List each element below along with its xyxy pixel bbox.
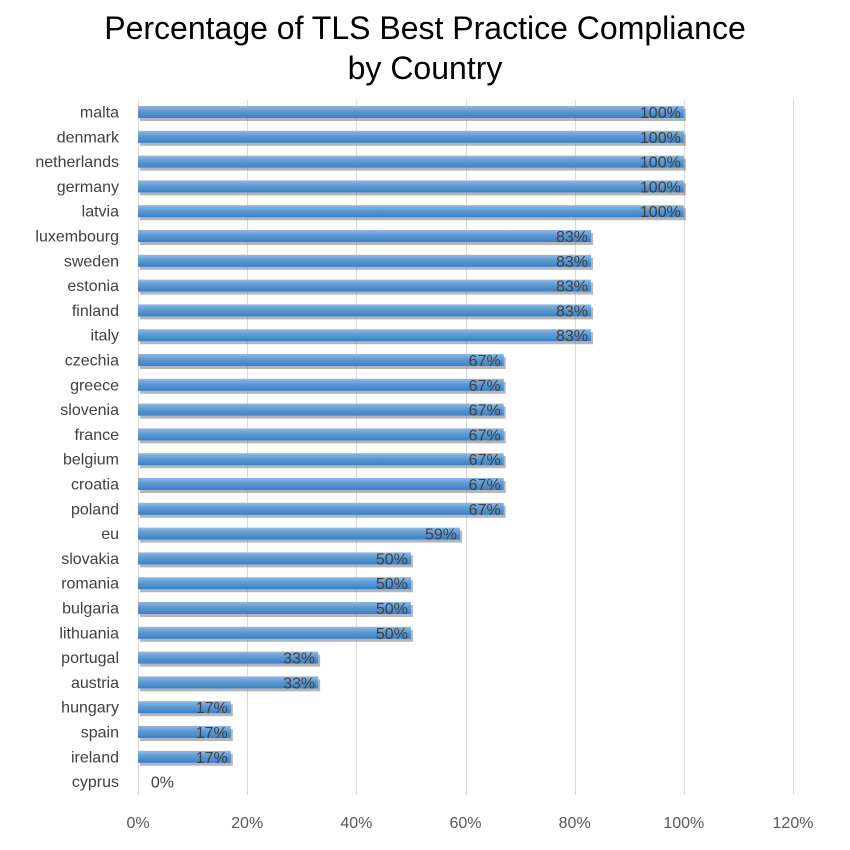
x-tick-label: 120% — [773, 815, 814, 832]
category-label: luxembourg — [35, 229, 119, 246]
bar — [138, 254, 592, 267]
bar — [138, 453, 504, 466]
bar — [138, 676, 319, 689]
bar — [138, 502, 504, 515]
category-label: denmark — [57, 129, 120, 146]
category-label: greece — [70, 377, 119, 394]
bar — [138, 428, 504, 441]
bar — [138, 478, 504, 490]
data-label: 67% — [469, 452, 501, 469]
data-label: 83% — [556, 279, 588, 296]
data-label: 17% — [196, 725, 228, 742]
bar — [138, 552, 411, 565]
data-label: 50% — [376, 576, 408, 593]
data-label: 100% — [640, 179, 681, 196]
chart-title-line-2: by Country — [347, 50, 503, 86]
bar — [138, 403, 504, 416]
category-label: hungary — [61, 700, 119, 717]
bar — [138, 354, 504, 366]
category-label: france — [75, 427, 120, 444]
bar — [138, 130, 684, 143]
bar — [138, 726, 231, 738]
category-label: lithuania — [59, 625, 119, 642]
bar — [138, 378, 504, 391]
bar — [138, 304, 592, 317]
category-label: slovakia — [61, 551, 119, 568]
category-label: eu — [101, 526, 119, 543]
data-label: 83% — [556, 254, 588, 271]
data-label: 100% — [640, 204, 681, 221]
bar — [138, 155, 684, 168]
bar — [138, 577, 411, 590]
bar — [138, 279, 592, 292]
data-label: 67% — [469, 403, 501, 420]
category-label: cyprus — [72, 774, 119, 791]
chart-title: Percentage of TLS Best Practice Complian… — [0, 8, 850, 88]
category-label: belgium — [63, 452, 119, 469]
bar — [138, 602, 411, 614]
chart-title-line-1: Percentage of TLS Best Practice Complian… — [104, 10, 746, 46]
x-tick-label: 0% — [126, 815, 149, 832]
category-label: czechia — [65, 353, 119, 370]
bar — [138, 106, 684, 118]
bar — [138, 329, 592, 342]
x-tick-label: 80% — [559, 815, 591, 832]
data-label: 33% — [283, 651, 315, 668]
category-label: austria — [71, 675, 119, 692]
data-label: 83% — [556, 229, 588, 246]
data-label: 100% — [640, 155, 681, 172]
bar — [138, 750, 231, 763]
category-label: slovenia — [60, 402, 119, 419]
data-label: 0% — [151, 775, 174, 792]
category-label: ireland — [71, 749, 119, 766]
x-tick-label: 100% — [663, 815, 704, 832]
data-label: 67% — [469, 353, 501, 370]
x-tick-label: 40% — [340, 815, 372, 832]
data-label: 100% — [640, 105, 681, 122]
category-label: croatia — [71, 477, 119, 494]
data-label: 50% — [376, 626, 408, 643]
bar — [138, 651, 319, 664]
category-label: romania — [61, 576, 119, 593]
data-label: 50% — [376, 601, 408, 618]
data-label: 17% — [196, 700, 228, 717]
data-label: 100% — [640, 130, 681, 147]
category-label: portugal — [61, 650, 119, 667]
bar — [138, 180, 684, 193]
category-label: netherlands — [35, 154, 119, 171]
x-tick-label: 60% — [449, 815, 481, 832]
category-label: finland — [72, 303, 119, 320]
bar — [138, 626, 411, 639]
category-label: malta — [80, 105, 119, 122]
x-tick-label: 20% — [231, 815, 263, 832]
data-label: 17% — [196, 750, 228, 767]
data-label: 67% — [469, 477, 501, 494]
category-label: sweden — [64, 253, 119, 270]
category-label: poland — [71, 501, 119, 518]
data-label: 67% — [469, 502, 501, 519]
bar — [138, 205, 684, 218]
data-label: 67% — [469, 378, 501, 395]
category-label: italy — [91, 328, 119, 345]
bar — [138, 701, 231, 714]
category-label: latvia — [82, 204, 119, 221]
bar — [138, 527, 461, 540]
category-label: bulgaria — [62, 601, 119, 618]
data-label: 83% — [556, 303, 588, 320]
category-label: spain — [81, 725, 119, 742]
data-label: 67% — [469, 427, 501, 444]
category-label: germany — [57, 179, 119, 196]
data-label: 59% — [425, 527, 457, 544]
data-label: 33% — [283, 675, 315, 692]
category-label: estonia — [67, 278, 119, 295]
data-label: 50% — [376, 551, 408, 568]
bar — [138, 230, 592, 242]
data-label: 83% — [556, 328, 588, 345]
